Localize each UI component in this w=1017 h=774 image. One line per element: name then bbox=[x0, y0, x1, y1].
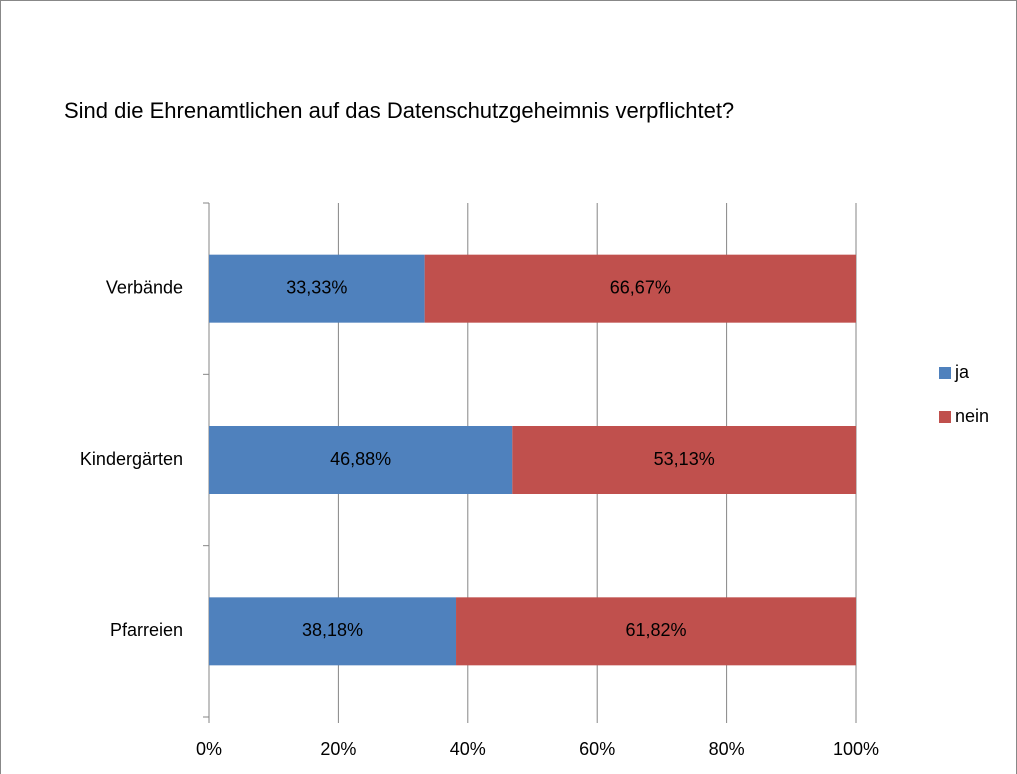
x-tick-label: 40% bbox=[450, 739, 486, 759]
y-tick-label: Kindergärten bbox=[80, 449, 183, 469]
legend-label: nein bbox=[955, 406, 989, 426]
x-tick-label: 100% bbox=[833, 739, 879, 759]
y-tick-label: Verbände bbox=[106, 277, 183, 297]
chart-title: Sind die Ehrenamtlichen auf das Datensch… bbox=[64, 98, 734, 123]
value-label: 38,18% bbox=[302, 620, 363, 640]
value-label: 66,67% bbox=[610, 277, 671, 297]
x-tick-label: 20% bbox=[320, 739, 356, 759]
bar-segment bbox=[209, 254, 425, 323]
y-tick-label: Pfarreien bbox=[110, 620, 183, 640]
bar-segment bbox=[512, 426, 857, 494]
x-tick-label: 80% bbox=[709, 739, 745, 759]
value-label: 33,33% bbox=[286, 277, 347, 297]
bar-segment bbox=[456, 597, 856, 666]
x-tick-label: 60% bbox=[579, 739, 615, 759]
legend-swatch bbox=[939, 367, 951, 379]
bar-segment bbox=[424, 254, 856, 323]
bar-segment bbox=[209, 597, 457, 666]
value-label: 61,82% bbox=[625, 620, 686, 640]
legend-label: ja bbox=[954, 362, 970, 382]
legend-swatch bbox=[939, 411, 951, 423]
value-label: 53,13% bbox=[654, 449, 715, 469]
value-label: 46,88% bbox=[330, 449, 391, 469]
x-tick-label: 0% bbox=[196, 739, 222, 759]
bar-segment bbox=[209, 426, 513, 494]
